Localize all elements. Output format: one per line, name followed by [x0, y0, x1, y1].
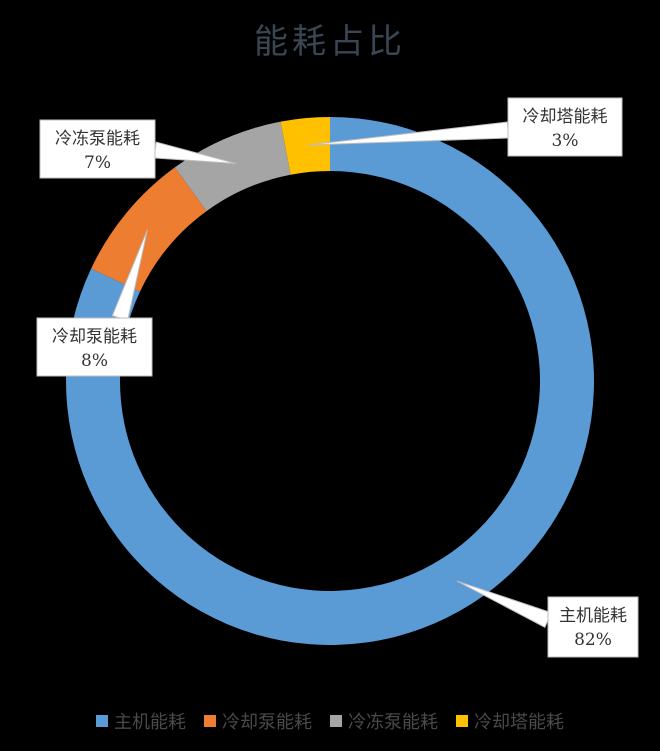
legend: 主机能耗 冷却泵能耗 冷冻泵能耗 冷却塔能耗 — [0, 708, 660, 734]
legend-swatch-2 — [330, 715, 342, 727]
legend-item-1[interactable]: 冷却泵能耗 — [204, 708, 312, 734]
data-label-value-2: 7% — [84, 153, 111, 173]
data-label-category-2: 冷冻泵能耗 — [55, 129, 140, 149]
callout-pointer-0 — [456, 580, 552, 629]
legend-swatch-1 — [204, 715, 216, 727]
data-label-value-0: 82% — [574, 630, 612, 650]
data-label-category-0: 主机能耗 — [559, 606, 627, 626]
callout-box-3 — [507, 97, 623, 157]
data-label-value-3: 3% — [552, 131, 579, 151]
slice-2[interactable] — [174, 121, 291, 212]
legend-label-0: 主机能耗 — [114, 712, 186, 733]
data-label-value-1: 8% — [81, 351, 108, 371]
legend-item-3[interactable]: 冷却塔能耗 — [456, 708, 564, 734]
legend-swatch-3 — [456, 715, 468, 727]
callout-box-2 — [39, 119, 156, 179]
legend-label-1: 冷却泵能耗 — [222, 712, 312, 733]
legend-item-0[interactable]: 主机能耗 — [96, 708, 186, 734]
legend-swatch-0 — [96, 715, 108, 727]
legend-item-2[interactable]: 冷冻泵能耗 — [330, 708, 438, 734]
callout-box-1 — [36, 317, 153, 377]
data-label-category-3: 冷却塔能耗 — [523, 107, 608, 127]
chart-title: 能耗占比 — [254, 22, 406, 62]
slice-1[interactable] — [91, 167, 207, 292]
legend-label-3: 冷却塔能耗 — [474, 712, 564, 733]
legend-label-2: 冷冻泵能耗 — [348, 712, 438, 733]
callout-box-0 — [547, 596, 639, 658]
slice-3[interactable] — [280, 117, 330, 175]
data-label-category-1: 冷却泵能耗 — [52, 327, 137, 347]
